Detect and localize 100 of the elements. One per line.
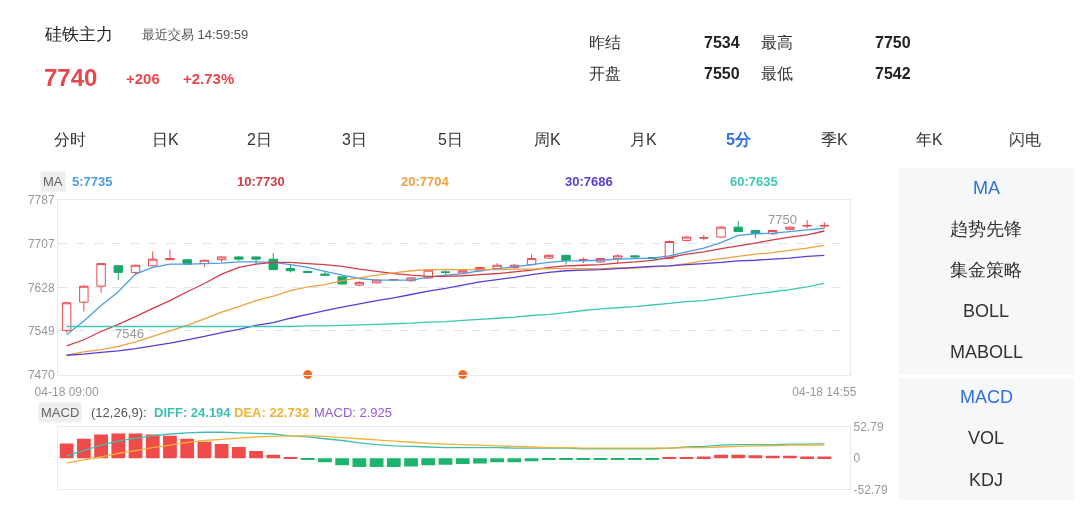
candlestick: [61, 301, 72, 334]
candlestick: [148, 250, 158, 267]
candlestick: [819, 221, 830, 229]
bar: [748, 455, 763, 459]
bar: [662, 457, 677, 460]
text: 7550: [704, 65, 740, 82]
candlestick: [234, 256, 244, 262]
text: KDJ: [969, 470, 1004, 490]
candlestick: [268, 252, 279, 271]
candlestick: [544, 253, 554, 260]
text: VOL: [968, 428, 1005, 448]
text: 5日: [438, 131, 463, 148]
text: 60:7635: [730, 174, 778, 189]
bar: [473, 458, 487, 464]
text: BOLL: [963, 301, 1010, 321]
text: MABOLL: [950, 342, 1024, 362]
text: 20:7704: [401, 174, 450, 189]
bar: [817, 456, 832, 460]
text: 周K: [534, 131, 561, 148]
text: 开盘: [589, 65, 621, 82]
bar: [369, 458, 384, 468]
bar: [249, 451, 263, 459]
bar: [59, 443, 74, 459]
candlestick: [79, 284, 89, 313]
bar: [283, 457, 298, 460]
bar: [610, 458, 625, 461]
candlestick: [785, 226, 795, 230]
text: 5分: [726, 131, 752, 148]
line-series: [65, 282, 825, 328]
bar: [593, 458, 608, 461]
annotation: 7750: [768, 212, 797, 227]
bar: [696, 456, 711, 460]
y-tick-label: 0: [853, 451, 861, 466]
bar: [386, 458, 401, 468]
bar: [507, 458, 522, 463]
text: 日K: [152, 131, 179, 148]
text: MA: [43, 174, 63, 189]
candlestick: [251, 255, 261, 266]
text: 闪电: [1009, 131, 1041, 148]
text: 30:7686: [565, 174, 613, 189]
annotation: 7546: [115, 326, 144, 341]
candlestick: [113, 264, 124, 281]
text: 月K: [630, 131, 657, 148]
line-series: [65, 435, 825, 464]
candlestick: [96, 262, 106, 294]
text: 5:7735: [72, 174, 113, 189]
bar: [645, 458, 660, 461]
bar: [524, 458, 539, 462]
text: MACD: 2.925: [314, 405, 393, 420]
y-tick-label: 7628: [27, 280, 55, 295]
bar: [679, 457, 694, 460]
y-tick-label: -52.79: [853, 482, 888, 497]
text: 最低: [761, 65, 793, 82]
bar: [455, 458, 470, 465]
y-tick-label: 7470: [27, 367, 55, 382]
bar: [197, 441, 212, 459]
candlestick: [630, 255, 640, 259]
bar: [559, 458, 573, 461]
candlestick: [733, 220, 743, 233]
candlestick: [716, 225, 726, 239]
legend-title: (12,26,9):: [91, 405, 147, 420]
y-tick-label: 7707: [27, 236, 55, 251]
bar: [76, 438, 91, 459]
text: 最高: [761, 34, 793, 51]
text: +206: [126, 70, 160, 87]
candlestick: [320, 270, 330, 277]
bar: [231, 446, 246, 459]
candlestick: [681, 235, 692, 242]
text: 7750: [875, 34, 911, 51]
chart-title: 硅铁主力: [44, 25, 113, 44]
text: 10:7730: [237, 174, 285, 189]
bar: [214, 444, 229, 459]
text: 3日: [342, 131, 367, 148]
x-tick-label: 04-18 14:55: [792, 384, 857, 399]
text: MACD: [960, 387, 1013, 407]
bar: [576, 458, 591, 461]
bar: [300, 458, 315, 461]
bar: [438, 458, 453, 465]
y-tick-label: 7787: [27, 192, 55, 207]
series-label: DIFF: 24.194: [154, 405, 232, 420]
text: MACD: [41, 405, 80, 420]
candlestick: [699, 234, 709, 241]
text: 7542: [875, 65, 911, 82]
candlestick: [165, 249, 175, 261]
text: 年K: [916, 131, 943, 148]
text: MA: [973, 178, 1000, 198]
text: 7740: [44, 64, 98, 91]
y-tick-label: 52.79: [853, 420, 884, 435]
x-tick-label: 04-18 09:00: [34, 384, 99, 399]
text: +2.73%: [183, 70, 235, 87]
bar: [180, 438, 195, 459]
candlestick: [216, 255, 227, 263]
series-label: DEA: 22.732: [234, 405, 310, 420]
candlestick: [612, 253, 623, 264]
bar: [490, 458, 505, 463]
candlestick: [354, 280, 365, 287]
text: 集金策略: [950, 260, 1022, 280]
bar: [335, 458, 350, 466]
candlestick: [440, 269, 451, 276]
bar: [352, 458, 367, 468]
